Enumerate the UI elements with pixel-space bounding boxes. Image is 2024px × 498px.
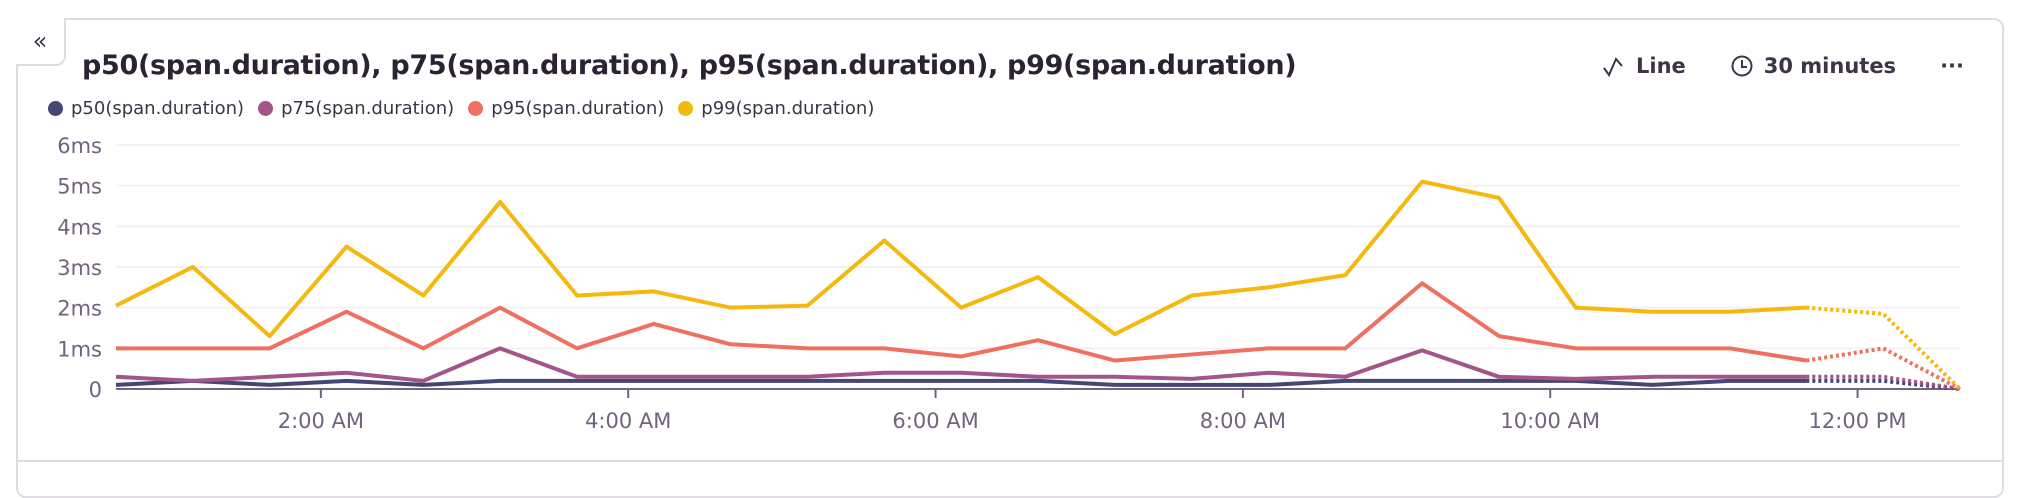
legend-label: p75(span.duration) (281, 98, 454, 119)
chart-type-label: Line (1636, 54, 1686, 78)
interval-button[interactable]: 30 minutes (1730, 54, 1896, 78)
legend-item[interactable]: p75(span.duration) (258, 98, 454, 119)
widget-card (16, 18, 2004, 498)
more-options-button[interactable]: ··· (1940, 54, 1964, 78)
chart-legend: p50(span.duration) p75(span.duration) p95(… (48, 98, 874, 119)
legend-dot-icon (48, 101, 63, 116)
collapse-button[interactable]: « (16, 18, 66, 66)
double-chevron-left-icon: « (33, 27, 48, 55)
legend-label: p99(span.duration) (701, 98, 874, 119)
legend-item[interactable]: p50(span.duration) (48, 98, 244, 119)
ellipsis-icon: ··· (1940, 54, 1964, 78)
chart-type-button[interactable]: Line (1602, 54, 1686, 78)
legend-dot-icon (258, 101, 273, 116)
legend-label: p50(span.duration) (71, 98, 244, 119)
legend-item[interactable]: p95(span.duration) (468, 98, 664, 119)
interval-label: 30 minutes (1764, 54, 1896, 78)
legend-item[interactable]: p99(span.duration) (678, 98, 874, 119)
card-divider (18, 460, 2004, 462)
clock-icon (1730, 54, 1754, 78)
line-chart-icon (1602, 54, 1626, 78)
legend-dot-icon (468, 101, 483, 116)
legend-label: p95(span.duration) (491, 98, 664, 119)
legend-dot-icon (678, 101, 693, 116)
widget-title: p50(span.duration), p75(span.duration), … (82, 50, 1296, 81)
